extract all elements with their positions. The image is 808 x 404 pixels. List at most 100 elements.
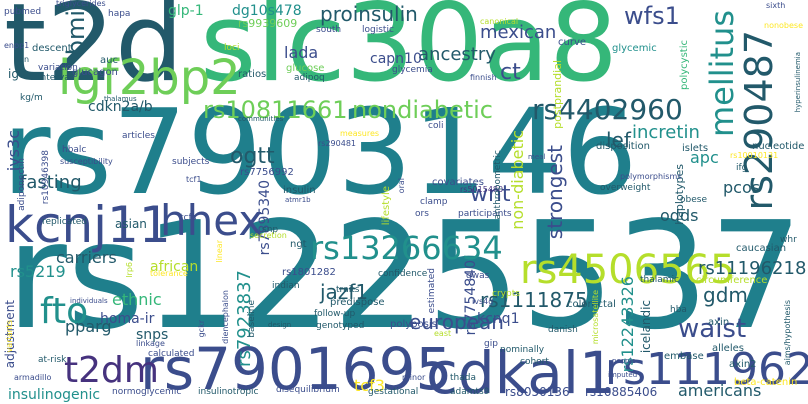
word-carriers: carriers	[56, 248, 117, 267]
word-waist: waist	[678, 314, 747, 344]
word-lrp6: lrp6	[125, 262, 134, 278]
word-proinsulin: proinsulin	[320, 2, 418, 26]
word-thalamic: thalamic	[640, 275, 679, 285]
word-covariates: covariates	[432, 177, 484, 188]
word-gckr: gckr	[197, 320, 206, 338]
word-coli: coli	[428, 121, 444, 131]
word-cdkal1: cdkal1	[426, 339, 616, 404]
word-mexican: mexican	[480, 22, 557, 43]
word-circumference: circumference	[696, 275, 768, 286]
word-rs7901695: rs7901695	[140, 335, 453, 403]
word-gwas: gwas	[466, 271, 490, 281]
word-linear: linear	[215, 240, 224, 263]
word-finnish: finnish	[470, 73, 497, 82]
word-betacatenin: beta-catenin	[734, 377, 798, 388]
word-curve: curve	[558, 37, 587, 48]
word-rs10010131: rs10010131	[730, 151, 779, 160]
word-pcos: pcos	[723, 178, 761, 197]
word-lifestyle: lifestyle	[381, 186, 392, 226]
word-canonical: canonical	[480, 17, 519, 26]
word-confidence: confidence	[378, 269, 428, 279]
word-subjects: subjects	[172, 157, 210, 167]
word-estimated: estimated	[427, 268, 437, 314]
word-meal: meal	[528, 153, 546, 161]
word-ethnic: ethnic	[112, 290, 162, 309]
word-nonobese: nonobese	[764, 21, 804, 30]
word-rs1111875: rs1111875	[480, 288, 588, 312]
word-normoglycemic: normoglycemic	[112, 387, 182, 397]
word-susceptibility: susceptibility	[60, 157, 113, 166]
word-han: han	[14, 55, 30, 64]
word-rs11196218: rs11196218	[698, 258, 807, 279]
word-variants: variants	[5, 320, 14, 353]
word-auc: auc	[100, 55, 118, 66]
word-disequilibrium: disequilibrium	[276, 385, 340, 395]
word-interval: interval	[38, 73, 73, 83]
word-danish: danish	[548, 325, 578, 335]
word-fto: fto	[40, 291, 89, 332]
word-icelandic: icelandic	[639, 300, 653, 354]
word-nondiabetic-v: non-diabetic	[508, 130, 527, 230]
word-insulinogenic: insulinogenic	[8, 387, 101, 403]
word-cohort: cohort	[520, 357, 549, 367]
word-glucagon: glucagon	[72, 67, 118, 78]
word-tcfs: tcfs	[180, 213, 197, 223]
word-dg10s478: dg10s478	[232, 3, 302, 19]
word-rs290481: rs290481	[318, 139, 356, 148]
word-kcnq1: kcnq1	[477, 311, 520, 327]
word-polymorphisms: polymorphisms	[620, 172, 682, 181]
word-incretin: incretin	[632, 122, 700, 143]
word-tolerance: tolerance	[150, 269, 188, 278]
word-hapa: hapa	[108, 9, 131, 19]
word-whr: whr	[780, 235, 797, 245]
word-rs11196205: rs11196205	[605, 344, 808, 395]
word-postprandial: postprandial	[551, 60, 564, 129]
word-rs5015480: rs5015480	[460, 185, 504, 194]
word-wnt: wnt	[470, 182, 511, 207]
word-kgm: kg/m	[20, 93, 43, 103]
word-homair: homa-ir	[100, 311, 155, 327]
word-traits: traits	[336, 285, 360, 295]
word-glycemic: glycemic	[612, 43, 657, 54]
word-nucleotide: nucleotide	[752, 141, 805, 152]
word-individuals: individuals	[70, 297, 108, 305]
word-slc30a8: slc30a8	[200, 0, 618, 106]
word-tcf1: tcf1	[186, 175, 202, 184]
word-diencephalon: diencephalon	[221, 290, 230, 344]
word-gdm: gdm	[703, 283, 748, 307]
word-odds: odds	[660, 206, 699, 225]
word-insulin: insulin	[283, 185, 316, 196]
word-axin2: axin2	[729, 359, 757, 370]
word-t2dm: t2dm	[64, 350, 159, 391]
word-design: design	[268, 321, 292, 329]
word-variation: variation	[38, 63, 78, 73]
word-sixth: sixth	[766, 1, 786, 10]
word-hbalc: hbalc	[62, 145, 87, 155]
word-glycemia: glycemia	[392, 65, 433, 75]
word-wfs1: wfs1	[624, 2, 680, 30]
word-obese: obese	[680, 195, 707, 205]
word-adipoq: adipoq	[294, 73, 325, 83]
word-lada: lada	[284, 43, 319, 62]
word-embase: embase	[664, 351, 704, 362]
word-rs4402960: rs4402960	[532, 93, 683, 126]
word-fasting: fasting	[20, 172, 82, 193]
word-colorectal: colorectal	[567, 299, 616, 310]
word-disposition: disposition	[596, 141, 650, 152]
word-anthropometric: anthropometric	[493, 150, 503, 220]
word-east: east	[434, 329, 452, 338]
word-rs12255372: rs12255372	[6, 190, 808, 362]
word-rs10946398: rs10946398	[41, 150, 51, 205]
word-t2d: t2d	[4, 0, 184, 106]
word-adiponectin: adiponectin	[17, 158, 27, 211]
word-oral: oral	[397, 178, 406, 194]
word-communities: communities	[238, 115, 284, 123]
word-measures: measures	[340, 129, 380, 138]
word-rs13266634: rs13266634	[310, 229, 503, 267]
word-predispose: predispose	[330, 297, 385, 308]
word-gip: gip	[484, 339, 498, 349]
word-americans: americans	[678, 381, 762, 400]
word-glucose: glucose	[286, 63, 325, 74]
word-rs9939609: rs9939609	[238, 17, 298, 30]
word-rs1801282: rs1801282	[282, 267, 336, 278]
